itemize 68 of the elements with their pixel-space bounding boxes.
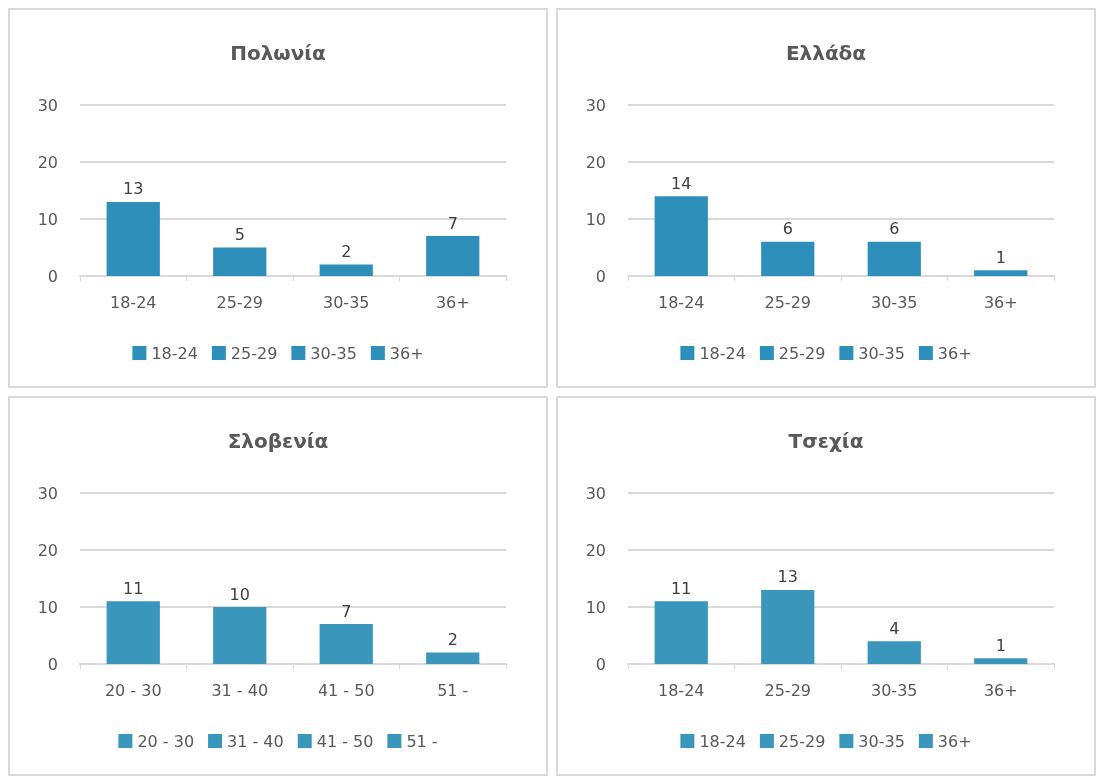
legend-label: 36+ [937,731,972,751]
x-tick-label: 36+ [983,680,1018,700]
data-label: 5 [234,225,245,244]
legend-label: 18-24 [151,343,198,363]
legend-label: 25-29 [230,343,278,363]
legend-label: 30-35 [310,343,357,363]
y-tick-label: 20 [585,540,606,560]
y-tick-label: 30 [585,483,606,503]
x-tick-label: 18-24 [110,292,157,312]
y-tick-label: 30 [37,95,58,115]
y-tick-label: 0 [47,654,58,674]
data-label: 13 [777,567,798,587]
legend-label: 36+ [389,343,424,363]
data-label: 13 [123,179,144,199]
y-tick-label: 10 [37,597,58,617]
chart-title: Πολωνία [230,41,326,65]
legend-label: 25-29 [778,731,826,751]
legend-label: 30-35 [858,343,905,363]
legend-label: 20 - 30 [137,731,195,751]
y-tick-label: 0 [595,654,606,674]
y-tick-label: 30 [37,483,58,503]
x-tick-label: 36+ [983,292,1018,312]
x-tick-label: 30-35 [871,680,918,700]
y-tick-label: 0 [47,266,58,286]
x-tick-label: 18-24 [658,680,705,700]
data-label: 6 [889,219,900,239]
x-tick-label: 36+ [435,292,470,312]
data-label: 7 [341,601,352,621]
y-tick-label: 10 [37,209,58,229]
y-tick-label: 20 [37,540,58,560]
y-tick-label: 0 [595,266,606,286]
x-tick-label: 31 - 40 [211,680,269,700]
data-label: 4 [889,618,900,638]
data-label: 10 [229,584,250,604]
y-tick-label: 10 [585,209,606,229]
legend-label: 51 - [406,731,438,751]
x-tick-label: 18-24 [658,292,705,312]
legend-label: 36+ [937,343,972,363]
x-tick-label: 25-29 [764,680,811,700]
x-tick-label: 20 - 30 [104,680,162,700]
x-tick-label: 30-35 [871,292,918,312]
legend-label: 18-24 [699,343,746,363]
x-tick-label: 25-29 [216,292,263,312]
legend-label: 41 - 50 [316,731,374,751]
chart-title: Τσεχία [788,429,864,453]
x-tick-label: 41 - 50 [317,680,375,700]
y-tick-label: 10 [585,597,606,617]
data-label: 14 [671,173,692,193]
y-tick-label: 20 [585,152,606,172]
data-label: 1 [995,247,1006,267]
y-tick-label: 20 [37,152,58,172]
chart-title: Ελλάδα [785,41,867,65]
chart-title: Σλοβενία [227,429,329,453]
data-label: 11 [123,578,144,598]
data-label: 7 [447,213,458,233]
data-label: 2 [341,242,352,262]
legend-label: 31 - 40 [227,731,284,751]
x-tick-label: 25-29 [764,292,811,312]
data-label: 6 [782,219,793,239]
x-tick-label: 51 - [437,680,469,700]
data-label: 2 [447,630,458,650]
y-tick-label: 30 [585,95,606,115]
legend-label: 18-24 [699,731,746,751]
data-label: 1 [995,635,1006,655]
x-tick-label: 30-35 [323,292,370,312]
data-label: 11 [671,578,692,598]
legend-label: 25-29 [778,343,826,363]
legend-label: 30-35 [858,731,905,751]
